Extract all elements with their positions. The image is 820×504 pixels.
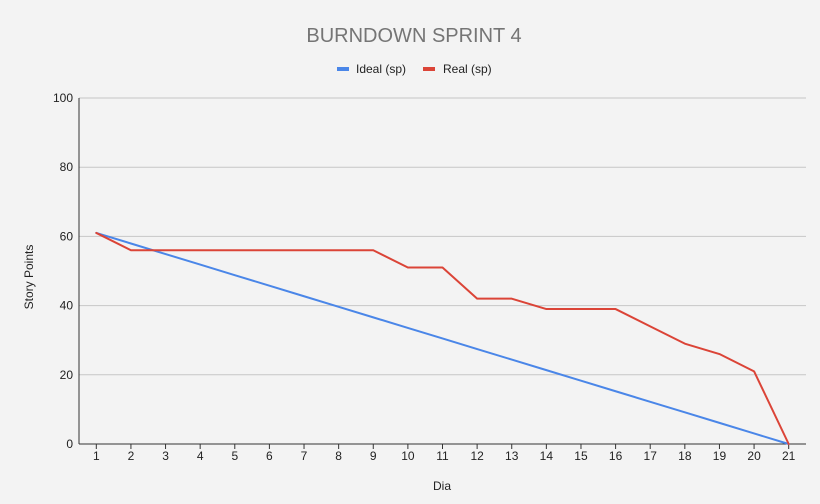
data-point-real[interactable] <box>94 231 98 235</box>
data-point-real[interactable] <box>475 297 479 301</box>
y-tick-label: 100 <box>53 91 73 105</box>
data-point-real[interactable] <box>717 352 721 356</box>
legend-swatch-real <box>423 67 435 71</box>
x-tick-label: 20 <box>747 449 761 463</box>
x-tick-label: 4 <box>197 449 204 463</box>
data-point-real[interactable] <box>441 266 445 270</box>
data-point-ideal[interactable] <box>129 241 133 245</box>
data-point-real[interactable] <box>406 266 410 270</box>
data-point-real[interactable] <box>683 342 687 346</box>
data-point-ideal[interactable] <box>371 315 375 319</box>
data-point-ideal[interactable] <box>510 358 514 362</box>
y-tick-label: 0 <box>66 437 73 451</box>
x-tick-label: 19 <box>713 449 727 463</box>
x-tick-label: 14 <box>540 449 554 463</box>
data-point-real[interactable] <box>648 324 652 328</box>
y-tick-label: 20 <box>60 368 74 382</box>
data-point-real[interactable] <box>302 248 306 252</box>
data-point-real[interactable] <box>337 248 341 252</box>
x-tick-label: 11 <box>436 449 449 463</box>
x-tick-label: 5 <box>231 449 238 463</box>
series-line-ideal[interactable] <box>95 231 790 445</box>
x-axis-ticks: 1 2 3 4 5 6 7 8 9 10 11 12 13 14 15 16 17 18 19 20 21 <box>93 444 796 463</box>
legend-swatch-ideal <box>337 67 349 71</box>
data-point-real[interactable] <box>510 297 514 301</box>
gridlines <box>79 97 806 376</box>
series-layer <box>94 231 791 446</box>
data-point-ideal[interactable] <box>406 326 410 330</box>
data-point-real[interactable] <box>198 248 202 252</box>
data-point-ideal[interactable] <box>614 389 618 393</box>
chart-title: BURNDOWN SPRINT 4 <box>306 25 521 47</box>
data-point-real[interactable] <box>614 307 618 311</box>
x-tick-label: 3 <box>162 449 169 463</box>
data-point-ideal[interactable] <box>302 294 306 298</box>
data-point-ideal[interactable] <box>337 305 341 309</box>
x-tick-label: 6 <box>266 449 273 463</box>
data-point-real[interactable] <box>752 369 756 373</box>
data-point-ideal[interactable] <box>267 284 271 288</box>
x-tick-label: 1 <box>93 449 100 463</box>
x-tick-label: 21 <box>782 449 796 463</box>
data-point-ideal[interactable] <box>579 379 583 383</box>
data-point-ideal[interactable] <box>648 400 652 404</box>
x-tick-label: 18 <box>678 449 692 463</box>
data-point-ideal[interactable] <box>752 431 756 435</box>
x-tick-label: 12 <box>470 449 484 463</box>
data-point-ideal[interactable] <box>683 410 687 414</box>
x-tick-label: 15 <box>574 449 588 463</box>
data-point-real[interactable] <box>787 442 791 446</box>
data-point-real[interactable] <box>267 248 271 252</box>
data-point-ideal[interactable] <box>233 273 237 277</box>
data-point-ideal[interactable] <box>717 421 721 425</box>
data-point-real[interactable] <box>129 248 133 252</box>
x-tick-label: 10 <box>401 449 415 463</box>
y-tick-label: 80 <box>60 160 74 174</box>
x-tick-label: 17 <box>644 449 658 463</box>
data-point-ideal[interactable] <box>441 336 445 340</box>
x-tick-label: 16 <box>609 449 623 463</box>
legend: Ideal (sp) Real (sp) <box>337 62 492 76</box>
x-tick-label: 9 <box>370 449 377 463</box>
data-point-ideal[interactable] <box>475 347 479 351</box>
y-axis-title: Story Points <box>22 245 36 310</box>
data-point-ideal[interactable] <box>198 263 202 267</box>
data-point-real[interactable] <box>233 248 237 252</box>
legend-item-real[interactable]: Real (sp) <box>423 62 492 76</box>
x-tick-label: 2 <box>128 449 135 463</box>
y-tick-label: 40 <box>60 299 74 313</box>
x-tick-label: 7 <box>301 449 308 463</box>
axes <box>78 98 806 445</box>
series-line-real[interactable] <box>95 231 790 445</box>
y-tick-label: 60 <box>60 229 74 243</box>
data-point-ideal[interactable] <box>544 368 548 372</box>
data-point-real[interactable] <box>371 248 375 252</box>
legend-label-real: Real (sp) <box>443 62 492 76</box>
y-axis-ticks: 0 20 40 60 80 100 <box>53 91 73 451</box>
data-point-real[interactable] <box>579 307 583 311</box>
data-point-real[interactable] <box>544 307 548 311</box>
legend-item-ideal[interactable]: Ideal (sp) <box>337 62 406 76</box>
x-axis-title: Dia <box>433 479 451 493</box>
legend-label-ideal: Ideal (sp) <box>356 62 406 76</box>
x-tick-label: 8 <box>335 449 342 463</box>
x-tick-label: 13 <box>505 449 519 463</box>
data-point-real[interactable] <box>164 248 168 252</box>
data-point-ideal[interactable] <box>164 252 168 256</box>
